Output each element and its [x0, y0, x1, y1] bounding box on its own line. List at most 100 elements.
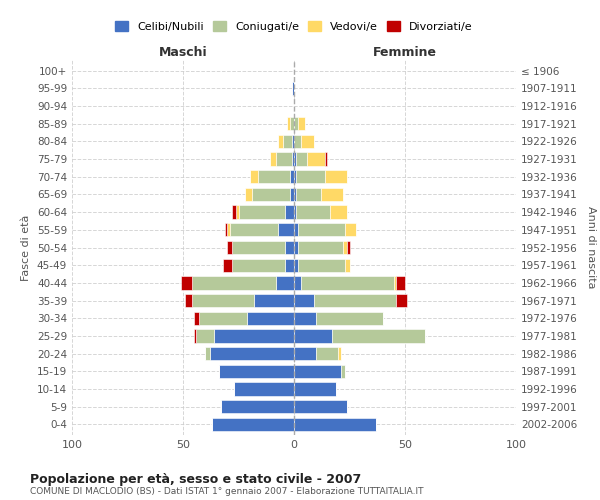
Bar — [285, 258, 294, 272]
Bar — [223, 258, 232, 272]
Bar — [294, 152, 296, 166]
Bar — [294, 258, 298, 272]
Bar — [214, 330, 294, 342]
Bar — [194, 330, 196, 342]
Bar — [209, 347, 294, 360]
Bar — [298, 223, 345, 236]
Bar — [254, 294, 294, 307]
Bar — [316, 312, 383, 325]
Bar — [212, 418, 294, 431]
Bar — [285, 241, 294, 254]
Bar — [230, 223, 278, 236]
Bar — [205, 347, 209, 360]
Bar — [294, 170, 296, 183]
Bar — [283, 134, 292, 148]
Text: Popolazione per età, sesso e stato civile - 2007: Popolazione per età, sesso e stato civil… — [30, 472, 361, 486]
Bar — [192, 276, 276, 289]
Bar — [276, 152, 292, 166]
Bar — [236, 206, 239, 219]
Bar — [325, 152, 328, 166]
Bar — [250, 170, 259, 183]
Text: COMUNE DI MACLODIO (BS) - Dati ISTAT 1° gennaio 2007 - Elaborazione TUTTAITALIA.: COMUNE DI MACLODIO (BS) - Dati ISTAT 1° … — [30, 488, 424, 496]
Bar — [296, 188, 320, 201]
Bar — [294, 294, 314, 307]
Bar — [347, 241, 349, 254]
Bar — [278, 223, 294, 236]
Bar — [232, 206, 236, 219]
Bar — [194, 312, 199, 325]
Text: Femmine: Femmine — [373, 46, 437, 59]
Bar — [396, 276, 405, 289]
Bar — [181, 276, 192, 289]
Bar — [290, 117, 294, 130]
Bar — [292, 82, 294, 95]
Bar — [294, 400, 347, 413]
Y-axis label: Fasce di età: Fasce di età — [22, 214, 31, 280]
Bar — [285, 206, 294, 219]
Bar — [338, 347, 341, 360]
Bar — [314, 294, 396, 307]
Bar — [196, 330, 214, 342]
Bar — [320, 188, 343, 201]
Bar — [296, 206, 329, 219]
Bar — [294, 223, 298, 236]
Bar — [294, 330, 332, 342]
Bar — [316, 347, 338, 360]
Bar — [269, 152, 276, 166]
Bar — [325, 170, 347, 183]
Bar — [287, 117, 290, 130]
Bar — [341, 364, 345, 378]
Bar — [294, 117, 298, 130]
Text: Maschi: Maschi — [158, 46, 208, 59]
Bar — [294, 206, 296, 219]
Bar — [276, 276, 294, 289]
Bar — [239, 206, 285, 219]
Bar — [294, 418, 376, 431]
Bar — [394, 276, 396, 289]
Bar — [294, 364, 341, 378]
Bar — [232, 258, 285, 272]
Bar — [345, 223, 356, 236]
Bar — [294, 276, 301, 289]
Bar — [298, 241, 343, 254]
Bar — [292, 134, 294, 148]
Bar — [232, 241, 285, 254]
Bar — [296, 170, 325, 183]
Bar — [227, 241, 232, 254]
Bar — [290, 170, 294, 183]
Bar — [294, 134, 301, 148]
Bar — [234, 382, 294, 396]
Bar — [301, 276, 394, 289]
Bar — [332, 330, 425, 342]
Bar — [247, 312, 294, 325]
Bar — [343, 241, 347, 254]
Bar — [298, 258, 345, 272]
Bar — [227, 223, 230, 236]
Bar — [294, 241, 298, 254]
Bar — [292, 152, 294, 166]
Bar — [301, 134, 314, 148]
Legend: Celibi/Nubili, Coniugati/e, Vedovi/e, Divorziati/e: Celibi/Nubili, Coniugati/e, Vedovi/e, Di… — [111, 17, 477, 36]
Bar — [192, 294, 254, 307]
Bar — [345, 258, 349, 272]
Bar — [294, 382, 336, 396]
Bar — [225, 223, 227, 236]
Bar — [329, 206, 347, 219]
Bar — [294, 312, 316, 325]
Bar — [298, 117, 305, 130]
Bar — [259, 170, 290, 183]
Bar — [245, 188, 252, 201]
Bar — [252, 188, 290, 201]
Bar — [185, 294, 192, 307]
Bar — [199, 312, 247, 325]
Bar — [218, 364, 294, 378]
Bar — [290, 188, 294, 201]
Bar — [296, 152, 307, 166]
Y-axis label: Anni di nascita: Anni di nascita — [586, 206, 596, 289]
Bar — [294, 347, 316, 360]
Bar — [307, 152, 325, 166]
Bar — [278, 134, 283, 148]
Bar — [396, 294, 407, 307]
Bar — [221, 400, 294, 413]
Bar — [294, 188, 296, 201]
